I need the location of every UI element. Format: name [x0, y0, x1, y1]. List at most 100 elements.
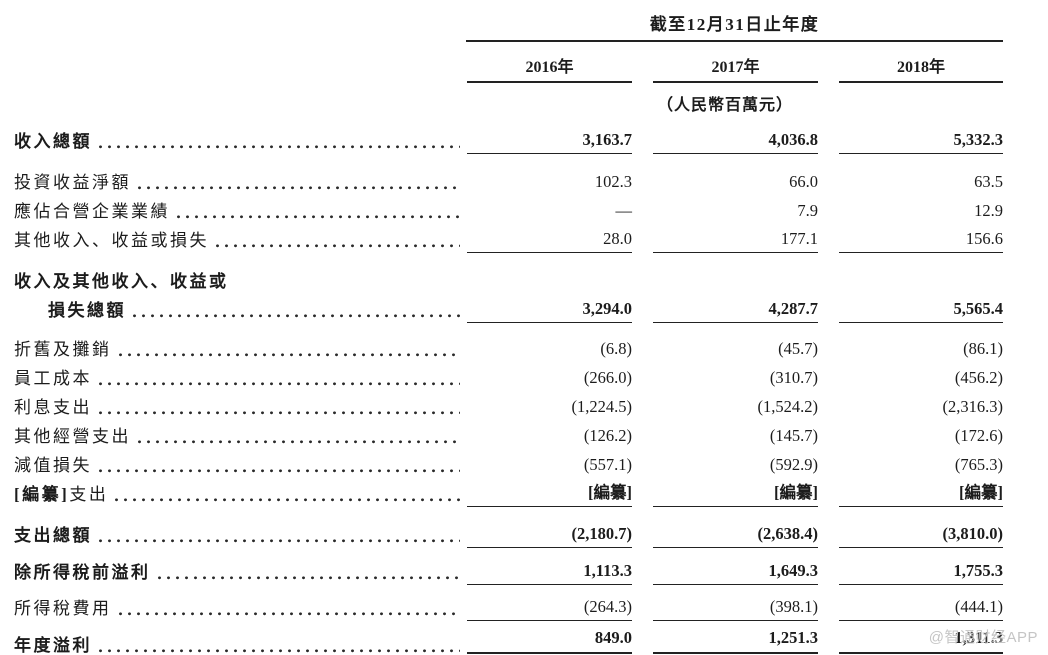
value-2018: 63.5: [974, 172, 1003, 191]
currency-unit-row: （人民幣百萬元）: [466, 83, 1003, 115]
dot-leader: [99, 411, 460, 415]
value-2016: (557.1): [583, 455, 632, 474]
row-label: 損失總額: [48, 301, 126, 321]
row-profit-before-tax: 除所得稅前溢利 1,113.3 1,649.3 1,755.3: [14, 556, 1004, 585]
dot-leader: [99, 469, 460, 473]
row-other-income-gains-losses: 其他收入、收益或損失 28.0 177.1 156.6: [14, 224, 1004, 253]
value-2016: [編纂]: [467, 479, 632, 507]
value-2017: (2,638.4): [653, 524, 818, 548]
row-impairment-losses: 減值損失 (557.1) (592.9) (765.3): [14, 449, 1004, 478]
row-label: 其他經營支出: [14, 427, 131, 447]
watermark: @智通财经APP: [928, 629, 1038, 646]
financial-table: 收入總額 3,163.7 4,036.8 5,332.3 投資收益淨額 102.…: [14, 125, 1004, 655]
row-income-tax-expense: 所得稅費用 (264.3) (398.1) (444.1): [14, 592, 1004, 621]
year-column-2016: 2016年: [467, 53, 632, 83]
row-total-expenses: 支出總額 (2,180.7) (2,638.4) (3,810.0): [14, 519, 1004, 548]
row-redacted-expenses: [編纂]支出 [編纂] [編纂] [編纂]: [14, 478, 1004, 507]
value-2018: (2,316.3): [942, 397, 1004, 416]
row-total-income-heading: 收入及其他收入、收益或: [14, 265, 1004, 294]
dot-leader: [99, 145, 460, 149]
value-2016: (266.0): [583, 368, 632, 387]
value-2018: [編纂]: [839, 479, 1003, 507]
year-columns: 2016年 2017年 2018年: [466, 42, 1003, 83]
value-2018: 5,332.3: [839, 130, 1003, 154]
row-label: 年度溢利: [14, 636, 92, 655]
value-2018: 5,565.4: [839, 299, 1003, 323]
value-2018: (444.1): [839, 597, 1003, 621]
dot-leader: [99, 539, 460, 543]
period-title: 截至12月31日止年度: [466, 10, 1003, 42]
value-2016: (2,180.7): [467, 524, 632, 548]
value-2017: (398.1): [653, 597, 818, 621]
row-profit-for-year: 年度溢利 849.0 1,251.3 1,311.3: [14, 628, 1004, 655]
row-label: [編纂]支出: [14, 485, 109, 507]
value-2016: (1,224.5): [571, 397, 633, 416]
value-2017: (1,524.2): [757, 397, 819, 416]
value-2016: —: [615, 201, 633, 220]
row-label: 員工成本: [14, 369, 92, 389]
row-label: 收入及其他收入、收益或: [14, 272, 229, 292]
row-share-of-jv-results: 應佔合營企業業績 — 7.9 12.9: [14, 195, 1004, 224]
value-2017: 177.1: [653, 229, 818, 253]
row-label: 利息支出: [14, 398, 92, 418]
value-2017: 4,287.7: [653, 299, 818, 323]
dot-leader: [216, 244, 460, 248]
value-2016: (264.3): [467, 597, 632, 621]
row-label: 所得稅費用: [14, 599, 112, 619]
row-label: 折舊及攤銷: [14, 340, 112, 360]
row-interest-expense: 利息支出 (1,224.5) (1,524.2) (2,316.3): [14, 391, 1004, 420]
value-2018: (456.2): [954, 368, 1003, 387]
value-2017: 7.9: [797, 201, 818, 220]
value-2018: 156.6: [839, 229, 1003, 253]
row-label: 減值損失: [14, 456, 92, 476]
value-2016: (6.8): [600, 339, 632, 358]
value-2016: 28.0: [467, 229, 632, 253]
value-2018: 1,755.3: [839, 561, 1003, 585]
row-label: 除所得稅前溢利: [14, 563, 151, 583]
row-total-revenue: 收入總額 3,163.7 4,036.8 5,332.3: [14, 125, 1004, 154]
year-column-2017: 2017年: [653, 53, 818, 83]
dot-leader: [138, 186, 460, 190]
table-header: 截至12月31日止年度 2016年 2017年 2018年 （人民幣百萬元）: [466, 10, 1003, 115]
dot-leader: [177, 215, 460, 219]
row-label: 投資收益淨額: [14, 173, 131, 193]
row-label: 其他收入、收益或損失: [14, 231, 209, 251]
row-other-operating-expenses: 其他經營支出 (126.2) (145.7) (172.6): [14, 420, 1004, 449]
value-2017: [編纂]: [653, 479, 818, 507]
dot-leader: [133, 314, 460, 318]
value-2016: 3,294.0: [467, 299, 632, 323]
value-2018: 12.9: [974, 201, 1003, 220]
value-2016: 3,163.7: [467, 130, 632, 154]
row-label-rest: 支出: [69, 485, 109, 505]
value-2016: (126.2): [583, 426, 632, 445]
row-depreciation-amortisation: 折舊及攤銷 (6.8) (45.7) (86.1): [14, 333, 1004, 362]
row-label: 支出總額: [14, 526, 92, 546]
dot-leader: [99, 382, 460, 386]
value-2018: (86.1): [963, 339, 1003, 358]
value-2016: 1,113.3: [467, 561, 632, 585]
row-label: 應佔合營企業業績: [14, 202, 170, 222]
value-2016: 849.0: [467, 628, 632, 655]
dot-leader: [115, 498, 460, 502]
value-2018: 1,311.3: [839, 628, 1003, 655]
value-2017: (45.7): [778, 339, 818, 358]
value-2016: 102.3: [594, 172, 632, 191]
redacted-tag: [編纂]: [14, 485, 70, 505]
value-2018: (172.6): [954, 426, 1003, 445]
row-total-income-amount: 損失總額 3,294.0 4,287.7 5,565.4: [14, 294, 1004, 323]
year-column-2018: 2018年: [839, 53, 1003, 83]
currency-unit-note: （人民幣百萬元）: [656, 97, 793, 114]
value-2017: 1,251.3: [653, 628, 818, 655]
value-2017: 1,649.3: [653, 561, 818, 585]
value-2018: (3,810.0): [839, 524, 1003, 548]
value-2017: (145.7): [769, 426, 818, 445]
dot-leader: [118, 612, 460, 616]
row-net-investment-income: 投資收益淨額 102.3 66.0 63.5: [14, 166, 1004, 195]
row-staff-costs: 員工成本 (266.0) (310.7) (456.2): [14, 362, 1004, 391]
value-2018: (765.3): [954, 455, 1003, 474]
dot-leader: [157, 576, 460, 580]
dot-leader: [99, 649, 460, 653]
value-2017: 4,036.8: [653, 130, 818, 154]
dot-leader: [138, 440, 460, 444]
